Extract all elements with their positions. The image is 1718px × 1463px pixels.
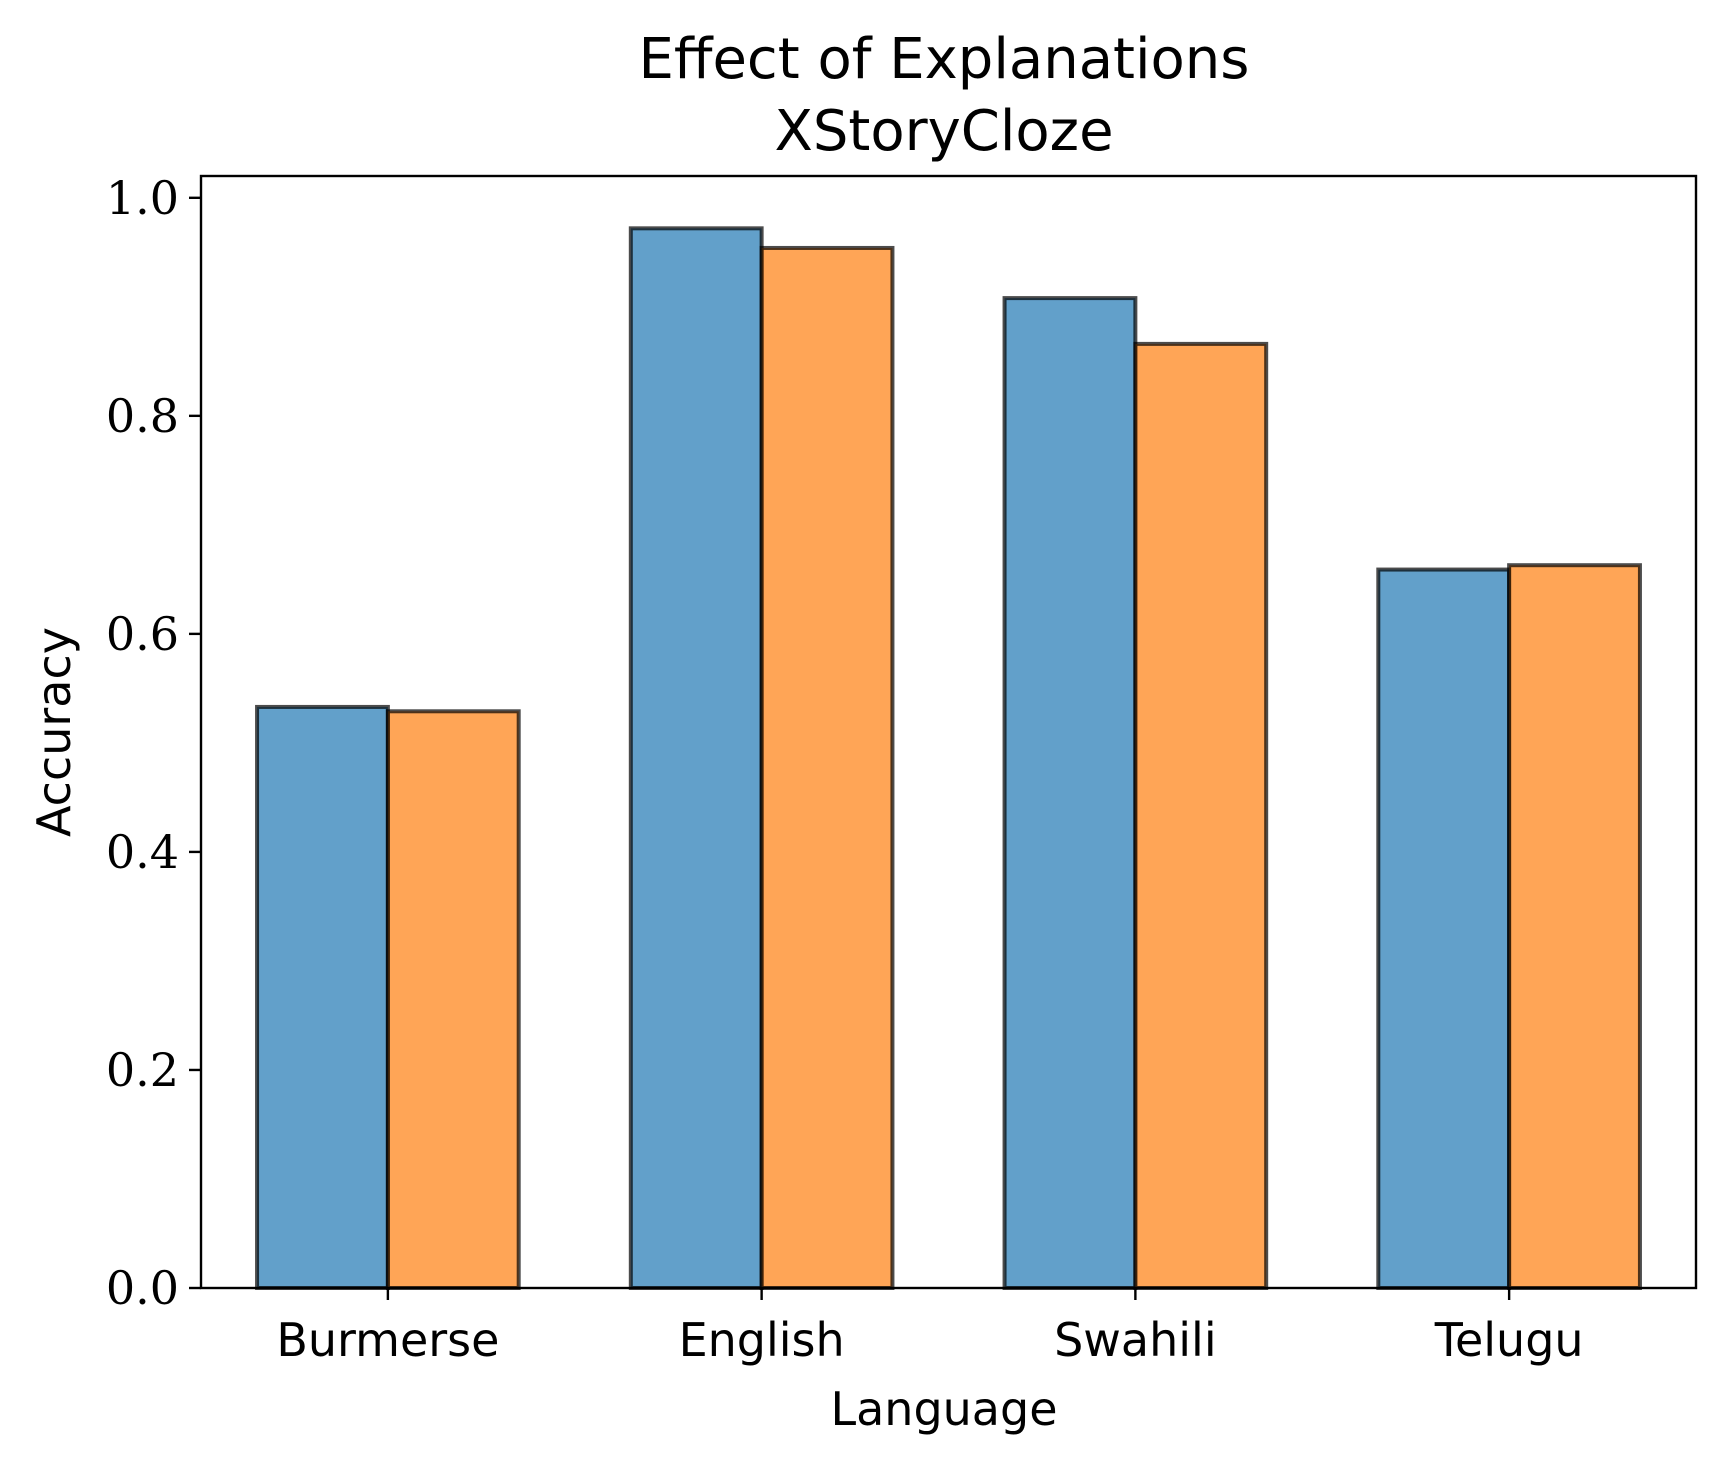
bar-1-burmerse [255, 704, 390, 1290]
bar-2-burmerse [385, 709, 521, 1290]
bars-group [255, 226, 1642, 1291]
y-tick-label: 0.8 [106, 389, 179, 443]
chart-title: Effect of Explanations [639, 27, 1250, 92]
x-tick-label-english: English [679, 1313, 845, 1367]
bar-1-english [628, 226, 764, 1291]
plot-frame [199, 174, 1698, 1290]
y-tick-label: 0.0 [106, 1261, 179, 1315]
x-tick-label-telugu: Telugu [1434, 1313, 1584, 1367]
y-tick-label: 0.2 [106, 1043, 179, 1097]
x-tick-label-burmerse: Burmerse [276, 1313, 499, 1367]
y-axis-ticks: 0.0 0.2 0.4 0.6 0.8 1.0 [106, 171, 201, 1315]
bar-2-swahili [1133, 341, 1269, 1290]
x-axis-label: Language [830, 1382, 1057, 1436]
y-tick-label: 1.0 [106, 171, 179, 225]
bar-2-telugu [1507, 563, 1642, 1290]
bar-2-english [759, 245, 895, 1291]
y-axis-label: Accuracy [27, 627, 81, 837]
x-axis-ticks: Burmerse English Swahili Telugu [276, 1288, 1584, 1367]
y-tick-label: 0.4 [106, 825, 179, 879]
chart-subtitle: XStoryCloze [774, 99, 1113, 164]
y-tick-label: 0.6 [106, 607, 179, 661]
x-tick-label-swahili: Swahili [1054, 1313, 1217, 1367]
bar-1-telugu [1376, 567, 1512, 1290]
bar-1-swahili [1002, 296, 1138, 1291]
